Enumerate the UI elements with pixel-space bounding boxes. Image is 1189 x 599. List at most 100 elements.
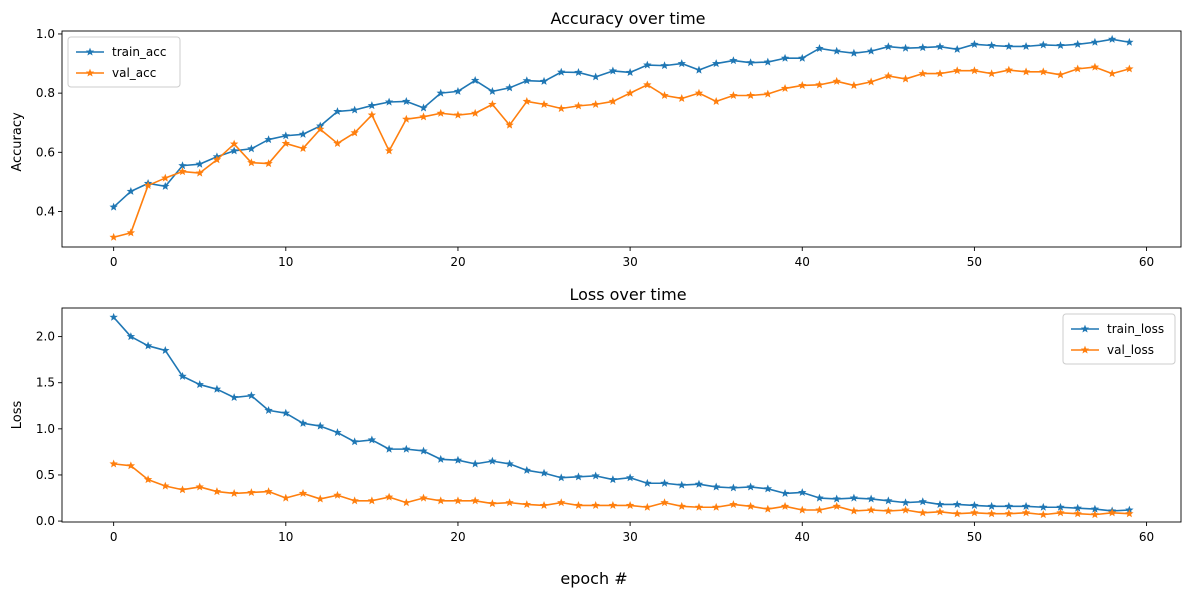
data-point bbox=[574, 472, 583, 481]
x-tick-label: 20 bbox=[450, 530, 465, 544]
data-point bbox=[350, 496, 359, 505]
plot-area: 0 10 20 30 40 50 60 0.0 0.5 1.0 1.5 2.0 train_lossva… bbox=[36, 307, 1182, 544]
data-point bbox=[402, 114, 411, 123]
legend-marker bbox=[1080, 324, 1090, 333]
data-point bbox=[419, 493, 428, 502]
data-point bbox=[1073, 509, 1082, 518]
data-point bbox=[849, 48, 859, 57]
data-point bbox=[488, 456, 497, 465]
data-point bbox=[832, 76, 841, 85]
legend-box bbox=[67, 36, 181, 88]
data-point bbox=[1073, 503, 1082, 512]
data-point bbox=[143, 341, 153, 350]
data-point bbox=[436, 454, 445, 463]
data-point bbox=[161, 181, 170, 190]
legend: train_acc val_acc bbox=[67, 36, 181, 88]
data-point bbox=[694, 88, 704, 97]
series-line bbox=[113, 316, 1130, 512]
data-point bbox=[591, 471, 600, 480]
data-point bbox=[436, 108, 445, 117]
data-point bbox=[970, 39, 979, 48]
y-tick-label: 0.0 bbox=[36, 514, 55, 528]
x-tick-label: 20 bbox=[450, 255, 465, 269]
data-point bbox=[643, 80, 652, 89]
axes-frame bbox=[61, 30, 1182, 248]
data-point bbox=[522, 500, 531, 509]
data-point bbox=[557, 67, 566, 76]
x-axis: 0 10 20 30 40 50 60 bbox=[110, 247, 1154, 269]
data-point bbox=[953, 500, 962, 509]
series-line bbox=[113, 463, 1130, 516]
chart-title: Loss over time bbox=[569, 285, 686, 304]
data-point bbox=[539, 76, 549, 85]
data-point bbox=[798, 488, 807, 497]
data-point bbox=[660, 91, 669, 100]
data-point bbox=[574, 501, 583, 509]
data-point bbox=[126, 332, 136, 341]
data-point bbox=[625, 88, 635, 97]
data-point bbox=[384, 492, 394, 501]
data-point bbox=[694, 502, 704, 511]
data-point bbox=[729, 483, 738, 492]
data-point bbox=[1004, 65, 1014, 74]
legend-marker bbox=[85, 47, 95, 56]
data-point bbox=[367, 110, 377, 119]
data-point bbox=[316, 124, 325, 133]
data-point bbox=[935, 507, 945, 516]
data-point bbox=[746, 91, 755, 100]
data-point bbox=[109, 312, 118, 321]
data-point bbox=[832, 501, 841, 510]
data-point bbox=[643, 478, 652, 487]
data-point bbox=[212, 384, 222, 393]
data-point bbox=[178, 161, 187, 170]
data-point bbox=[729, 91, 738, 100]
y-axis-label: Accuracy bbox=[10, 112, 25, 172]
data-point bbox=[712, 502, 721, 511]
data-point bbox=[333, 490, 342, 499]
data-point bbox=[574, 101, 583, 110]
data-point bbox=[1039, 510, 1048, 519]
data-point bbox=[901, 498, 910, 507]
data-point bbox=[161, 173, 170, 182]
data-point bbox=[264, 135, 273, 144]
data-point bbox=[367, 101, 377, 110]
data-point bbox=[161, 481, 170, 490]
data-point bbox=[987, 41, 996, 50]
data-point bbox=[470, 76, 480, 84]
data-point bbox=[1125, 509, 1134, 518]
data-point bbox=[367, 496, 377, 505]
data-point bbox=[367, 435, 377, 444]
data-point bbox=[953, 509, 962, 518]
y-axis-label: Loss bbox=[10, 401, 25, 430]
data-point bbox=[488, 99, 497, 108]
data-point bbox=[212, 155, 222, 164]
accuracy-chart: Accuracy over time Accuracy 0 10 20 30 40 50 6… bbox=[10, 9, 1182, 269]
data-point bbox=[608, 475, 618, 484]
data-point bbox=[161, 346, 170, 354]
data-point bbox=[970, 501, 979, 509]
legend-box bbox=[1062, 313, 1176, 365]
data-point bbox=[316, 421, 325, 430]
data-point bbox=[298, 129, 308, 138]
series-train_acc bbox=[109, 34, 1134, 211]
data-point bbox=[384, 97, 394, 106]
y-axis: 0.4 0.6 0.8 1.0 bbox=[36, 27, 62, 218]
data-point bbox=[229, 489, 239, 497]
data-point bbox=[436, 496, 445, 505]
legend-item: val_loss bbox=[1071, 343, 1154, 357]
data-point bbox=[402, 444, 411, 453]
y-tick-label: 2.0 bbox=[36, 330, 55, 344]
legend-item: val_acc bbox=[76, 66, 156, 80]
data-point bbox=[539, 99, 549, 108]
data-point bbox=[815, 44, 824, 53]
x-tick-label: 60 bbox=[1139, 255, 1154, 269]
x-tick-label: 50 bbox=[967, 530, 982, 544]
data-point bbox=[1090, 37, 1100, 46]
data-point bbox=[918, 43, 927, 52]
data-point bbox=[780, 489, 790, 497]
legend-label: val_loss bbox=[1107, 343, 1154, 357]
data-point bbox=[1125, 37, 1134, 46]
data-point bbox=[436, 88, 445, 97]
data-point bbox=[1004, 41, 1014, 50]
data-point bbox=[608, 66, 618, 75]
